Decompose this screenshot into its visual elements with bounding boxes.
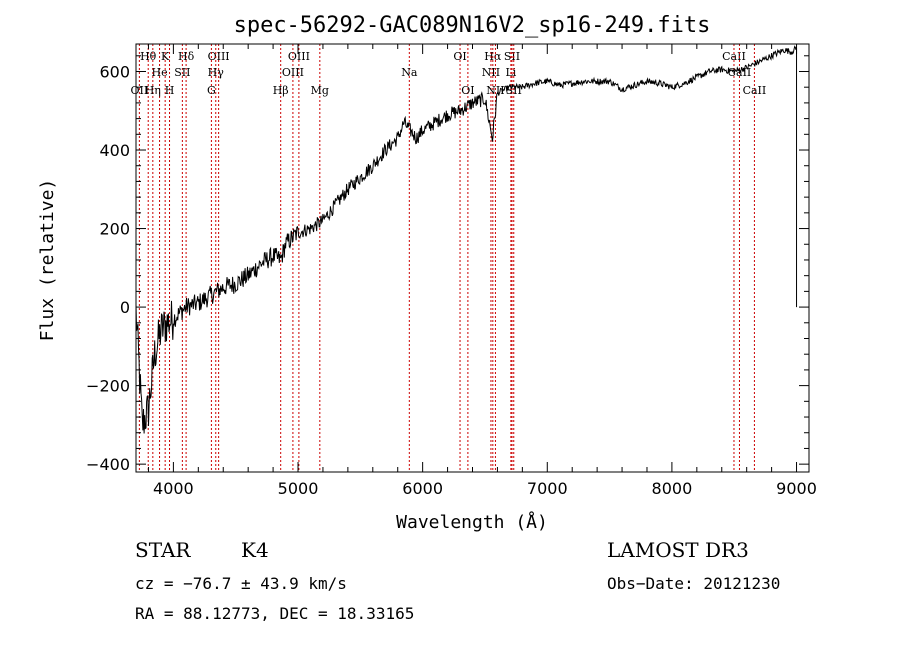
- y-tick-label: −400: [86, 455, 130, 474]
- x-axis-label: Wavelength (Å): [396, 511, 548, 533]
- survey-name: LAMOST DR3: [607, 538, 749, 562]
- spectral-line-label: OIII: [208, 50, 230, 63]
- y-tick-label: 0: [120, 298, 130, 317]
- spectral-line-label: OI: [453, 50, 466, 63]
- spectrum-line-0: [135, 45, 797, 434]
- plot-frame: [135, 43, 810, 473]
- subclass: K4: [241, 538, 269, 562]
- spectral-line-label: Hη: [145, 84, 161, 97]
- axes: 4000 5000 6000 7000 8000 9000 −400 −200 0 200 400 6…: [86, 43, 817, 498]
- y-tick-label: 400: [99, 141, 130, 160]
- chart-title: spec-56292-GAC089N16V2_sp16-249.fits: [234, 13, 711, 38]
- x-tick-label: 4000: [153, 479, 194, 498]
- spectral-line-label: Na: [401, 66, 418, 79]
- spectral-line-label: CaII: [743, 84, 767, 97]
- spectral-line-label: Mg: [311, 84, 329, 97]
- spectral-line-label: SII: [174, 66, 190, 79]
- spectral-line-label: OII: [131, 84, 149, 97]
- spectral-line-label: Hγ: [208, 66, 225, 79]
- object-class: STAR: [135, 538, 191, 562]
- redshift-cz: cz = −76.7 ± 43.9 km/s: [135, 574, 347, 593]
- spectral-line-label: Hα: [484, 50, 502, 63]
- x-tick-label: 6000: [402, 479, 443, 498]
- y-axis-label: Flux (relative): [37, 179, 58, 342]
- spectral-line-label: Hδ: [178, 50, 195, 63]
- y-tick-label: 200: [99, 220, 130, 239]
- spectral-line-label: OIII: [282, 66, 304, 79]
- spectral-line-label: SII: [504, 50, 520, 63]
- obs-date: Obs−Date: 20121230: [607, 574, 781, 593]
- series-layer: [135, 45, 798, 434]
- x-tick-label: 7000: [527, 479, 568, 498]
- x-tick-label: 5000: [278, 479, 319, 498]
- x-tick-label: 8000: [652, 479, 693, 498]
- spectral-line-label: NII: [486, 84, 504, 97]
- spectral-line-label: Li: [505, 66, 516, 79]
- spectral-line-label: Hθ: [140, 50, 157, 63]
- x-tick-label: 9000: [776, 479, 817, 498]
- spectral-line-label: K: [161, 50, 170, 63]
- spectral-line-label: OI: [461, 84, 474, 97]
- spectral-line-label: G: [207, 84, 216, 97]
- spectral-line-label: H: [165, 84, 175, 97]
- y-tick-label: 600: [99, 62, 130, 81]
- spectral-line-label: NII: [482, 66, 500, 79]
- spectral-line-label: He: [152, 66, 168, 79]
- spectral-line-label: OIII: [288, 50, 310, 63]
- spectral-line-label: Hβ: [273, 84, 289, 97]
- coordinates: RA = 88.12773, DEC = 18.33165: [135, 604, 415, 623]
- y-tick-label: −200: [86, 377, 130, 396]
- spectral-line-label: CaII: [722, 50, 746, 63]
